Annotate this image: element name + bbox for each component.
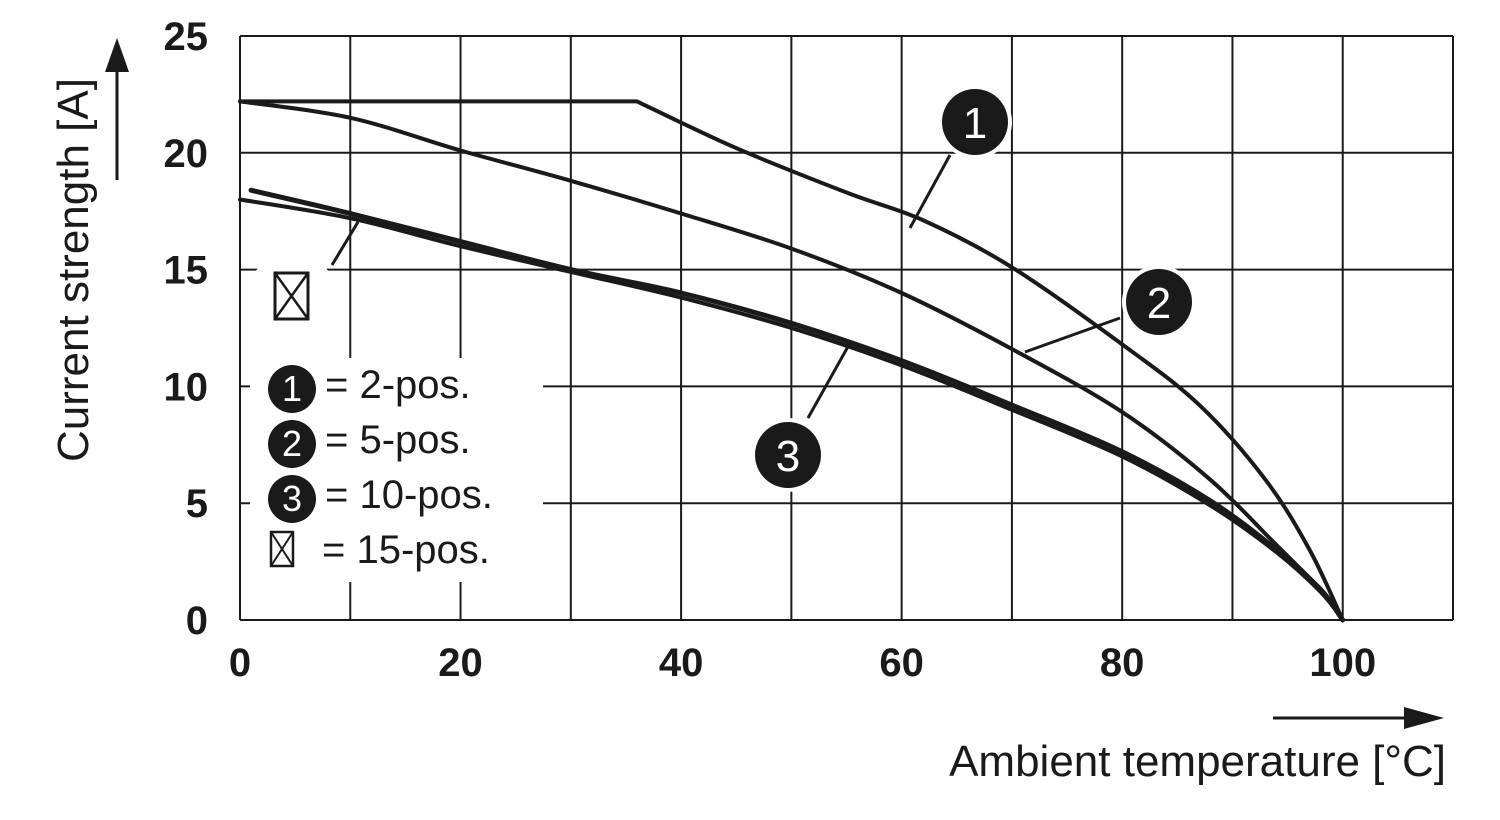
legend-badge-3 xyxy=(268,475,316,523)
legend-text-2: = 5-pos. xyxy=(325,418,471,462)
x-axis-title: Ambient temperature [°C] xyxy=(949,707,1446,786)
legend-badge-3-label: 3 xyxy=(282,478,302,519)
series-line-2-pos xyxy=(238,99,1345,622)
legend-text-3: = 10-pos. xyxy=(325,473,493,517)
callout-2-leader xyxy=(1024,316,1121,354)
y-tick-label: 5 xyxy=(186,482,208,526)
legend-badge-2 xyxy=(268,420,316,468)
legend-item-3: 3 = 10-pos. xyxy=(268,473,493,523)
legend-badge-2-label: 2 xyxy=(282,423,302,464)
x-tick-label: 80 xyxy=(1100,641,1145,685)
callout-15pos-icon xyxy=(273,271,310,321)
series-line-15-pos xyxy=(238,197,1345,622)
callout-3-label: 3 xyxy=(776,432,800,481)
y-tick-label: 15 xyxy=(164,249,209,293)
callout-1-label: 1 xyxy=(963,99,987,148)
callout-15pos-leader xyxy=(330,221,360,266)
y-tick-label: 0 xyxy=(186,599,208,643)
x-axis-arrow-icon xyxy=(1404,707,1444,729)
legend-item-1: 1 = 2-pos. xyxy=(268,363,471,413)
x-axis-ticks: 0 20 40 60 80 100 xyxy=(229,641,1376,685)
callout-2-label: 2 xyxy=(1147,279,1171,328)
callout-2-badge xyxy=(1126,269,1192,335)
x-tick-label: 0 xyxy=(229,641,251,685)
series-line-10-pos xyxy=(248,187,1346,623)
series-group xyxy=(238,99,1346,623)
legend-15pos-icon xyxy=(269,530,295,568)
grid xyxy=(239,35,1454,621)
series-line-5-pos xyxy=(238,99,1345,622)
legend-badge-1-label: 1 xyxy=(282,368,302,409)
callout-3-leader xyxy=(806,342,852,419)
legend-item-4: = 15-pos. xyxy=(269,528,490,572)
legend-item-2: 2 = 5-pos. xyxy=(268,418,471,468)
x-tick-label: 60 xyxy=(879,641,924,685)
y-axis-arrow-icon xyxy=(105,38,129,72)
x-axis-label: Ambient temperature [°C] xyxy=(949,737,1446,786)
x-tick-label: 100 xyxy=(1309,641,1376,685)
callout-1-badge xyxy=(942,89,1008,155)
callouts: 1 2 3 xyxy=(248,85,1196,492)
legend-text-4: = 15-pos. xyxy=(322,528,490,572)
x-tick-label: 20 xyxy=(438,641,483,685)
legend-text-1: = 2-pos. xyxy=(325,363,471,407)
callout-1-leader xyxy=(908,154,952,229)
legend: 1 = 2-pos. 2 = 5-pos. 3 = 10-pos. = 15-p… xyxy=(250,358,543,582)
y-axis-ticks: 0 5 10 15 20 25 xyxy=(164,15,209,643)
y-tick-label: 25 xyxy=(164,15,209,59)
y-axis-label: Current strength [A] xyxy=(49,78,98,462)
x-tick-label: 40 xyxy=(659,641,704,685)
legend-badge-1 xyxy=(268,365,316,413)
y-tick-label: 10 xyxy=(164,365,209,409)
callout-3-badge xyxy=(755,422,821,488)
y-axis-title: Current strength [A] xyxy=(49,38,129,462)
y-tick-label: 20 xyxy=(164,132,209,176)
